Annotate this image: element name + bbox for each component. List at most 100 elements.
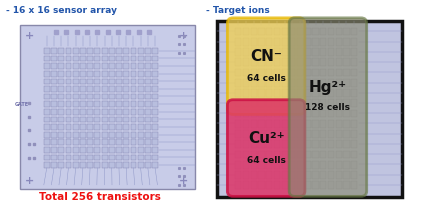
Bar <box>44 56 50 61</box>
Bar <box>343 130 349 138</box>
Bar <box>123 162 129 168</box>
Bar <box>320 110 326 117</box>
Bar <box>343 79 349 87</box>
Bar <box>336 130 342 138</box>
Bar <box>95 56 100 61</box>
Bar <box>95 132 100 138</box>
Bar <box>80 124 86 130</box>
Bar <box>131 147 137 153</box>
Bar <box>152 56 158 61</box>
Bar <box>152 155 158 160</box>
Bar <box>235 28 241 35</box>
Bar <box>312 151 319 158</box>
Text: CN⁻: CN⁻ <box>250 49 282 64</box>
Bar <box>95 155 100 160</box>
Bar <box>297 151 303 158</box>
Bar <box>51 139 57 145</box>
Bar <box>351 79 357 87</box>
Text: Total 256 transistors: Total 256 transistors <box>39 192 161 202</box>
Bar <box>258 151 265 158</box>
Bar <box>44 155 50 160</box>
Bar <box>109 101 115 107</box>
Bar <box>152 71 158 77</box>
Bar <box>282 58 288 66</box>
Bar <box>305 79 311 87</box>
Bar <box>320 99 326 107</box>
Bar <box>258 99 265 107</box>
Bar <box>123 71 129 77</box>
Bar <box>73 71 79 77</box>
Bar <box>51 48 57 54</box>
Bar <box>116 86 122 92</box>
Bar <box>138 147 144 153</box>
Bar <box>351 58 357 66</box>
Bar <box>95 101 100 107</box>
Bar <box>66 79 71 84</box>
Bar <box>123 56 129 61</box>
Bar <box>312 99 319 107</box>
Text: +: + <box>25 31 34 41</box>
Bar <box>102 147 108 153</box>
Bar <box>131 48 137 54</box>
Bar <box>282 48 288 56</box>
Bar <box>123 79 129 84</box>
Bar <box>58 162 64 168</box>
Bar <box>312 161 319 168</box>
Bar <box>80 94 86 100</box>
Bar <box>145 63 151 69</box>
Bar <box>243 79 249 87</box>
Bar <box>44 162 50 168</box>
Bar <box>102 56 108 61</box>
Bar <box>138 139 144 145</box>
Bar <box>258 79 265 87</box>
Bar <box>109 117 115 122</box>
Bar <box>328 120 334 127</box>
Bar <box>66 63 71 69</box>
Bar <box>328 48 334 56</box>
Bar <box>336 161 342 168</box>
Bar <box>95 109 100 115</box>
Bar <box>145 101 151 107</box>
Bar <box>51 162 57 168</box>
Bar <box>87 79 93 84</box>
Bar <box>274 130 280 138</box>
Text: +: + <box>25 176 34 186</box>
Bar <box>58 48 64 54</box>
Bar <box>328 79 334 87</box>
Bar <box>66 124 71 130</box>
Bar <box>282 28 288 35</box>
Bar <box>87 71 93 77</box>
Bar <box>305 120 311 127</box>
Bar <box>305 69 311 76</box>
Bar <box>289 161 296 168</box>
Bar <box>152 48 158 54</box>
Bar <box>44 48 50 54</box>
Bar <box>102 48 108 54</box>
Bar <box>351 151 357 158</box>
Bar <box>87 56 93 61</box>
Bar <box>289 69 296 76</box>
Bar <box>251 38 257 46</box>
Bar <box>66 117 71 122</box>
Bar <box>266 161 272 168</box>
Bar <box>80 147 86 153</box>
Bar <box>289 171 296 179</box>
Bar <box>73 139 79 145</box>
Bar <box>152 139 158 145</box>
Bar <box>243 69 249 76</box>
Bar <box>289 58 296 66</box>
Bar <box>328 130 334 138</box>
Bar <box>116 132 122 138</box>
Bar <box>274 161 280 168</box>
Bar <box>131 132 137 138</box>
Bar <box>328 140 334 148</box>
Bar <box>51 147 57 153</box>
Bar <box>58 155 64 160</box>
Bar <box>116 139 122 145</box>
Bar <box>274 151 280 158</box>
Bar <box>235 38 241 46</box>
Bar <box>297 89 303 97</box>
Bar <box>80 56 86 61</box>
Bar <box>152 109 158 115</box>
Bar <box>66 139 71 145</box>
